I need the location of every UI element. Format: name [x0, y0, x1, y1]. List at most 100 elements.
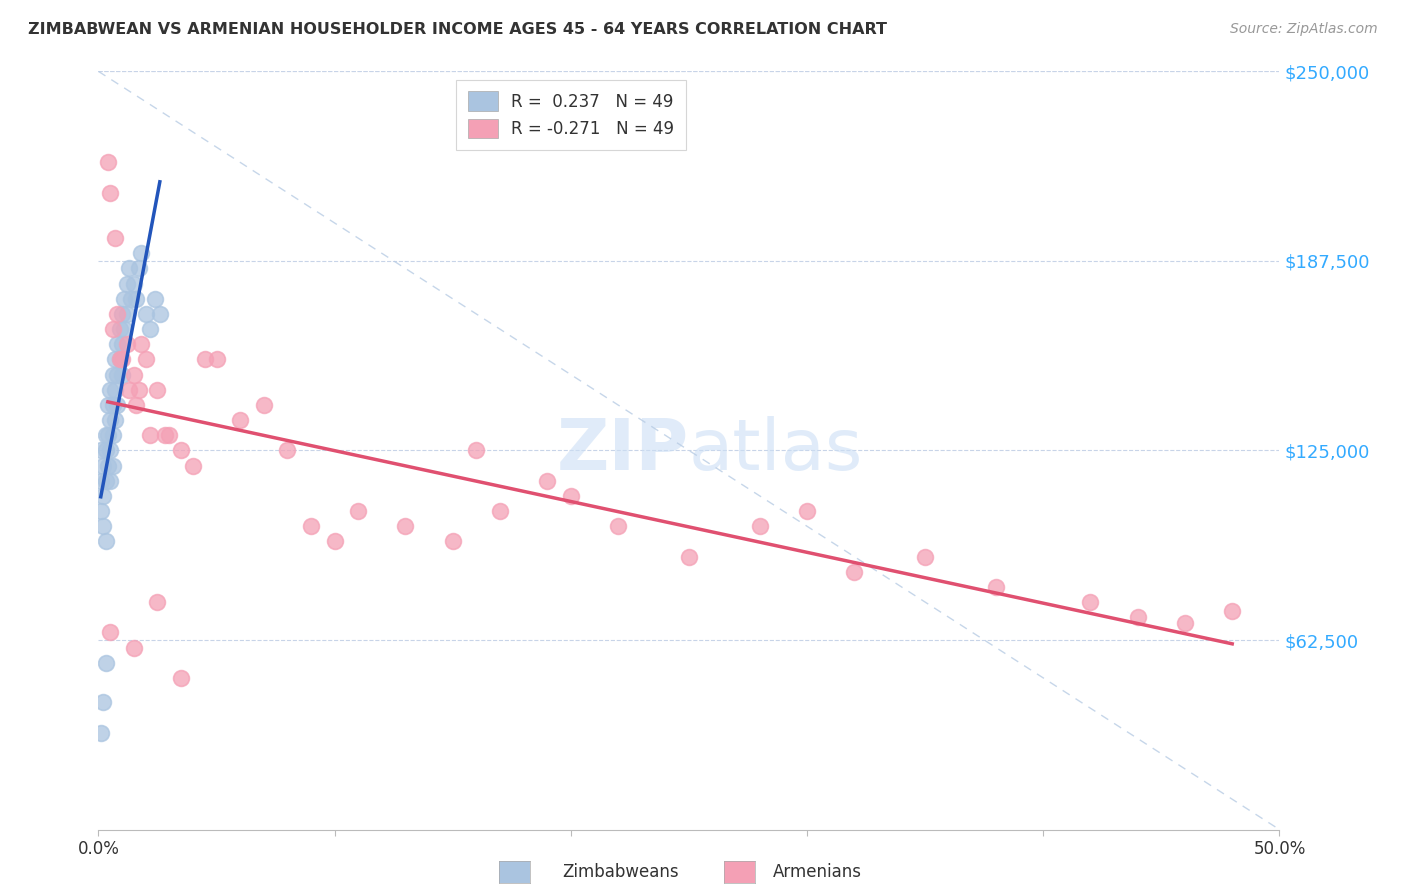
Point	[101, 322, 124, 336]
Point	[91, 519, 114, 533]
Point	[135, 352, 157, 367]
Point	[94, 534, 117, 549]
Point	[536, 474, 558, 488]
Point	[94, 474, 117, 488]
Point	[98, 383, 121, 397]
Point	[104, 231, 127, 245]
Point	[394, 519, 416, 533]
Point	[205, 352, 228, 367]
Point	[108, 352, 131, 367]
Point	[1126, 610, 1149, 624]
Point	[844, 565, 866, 579]
Text: Armenians: Armenians	[773, 863, 862, 881]
Point	[104, 352, 127, 367]
Point	[94, 428, 117, 442]
Point	[170, 671, 193, 685]
Point	[914, 549, 936, 564]
Point	[229, 413, 252, 427]
Point	[104, 413, 127, 427]
Point	[98, 443, 121, 458]
Point	[125, 398, 148, 412]
Point	[129, 246, 152, 260]
Point	[1174, 616, 1197, 631]
Point	[128, 383, 150, 397]
Point	[170, 443, 193, 458]
Point	[94, 443, 117, 458]
Point	[489, 504, 512, 518]
Point	[122, 277, 145, 291]
Point	[121, 292, 143, 306]
Point	[115, 277, 138, 291]
Point	[98, 625, 121, 640]
Point	[105, 398, 128, 412]
Point	[122, 640, 145, 655]
Point	[560, 489, 582, 503]
Point	[129, 337, 152, 351]
Point	[149, 307, 172, 321]
Point	[146, 383, 169, 397]
Text: Zimbabweans: Zimbabweans	[562, 863, 679, 881]
Point	[323, 534, 346, 549]
Point	[441, 534, 464, 549]
Point	[139, 322, 162, 336]
Point	[98, 474, 121, 488]
Point	[111, 337, 134, 351]
Point	[101, 458, 124, 473]
Point	[97, 155, 120, 169]
Point	[101, 368, 124, 382]
Point	[90, 504, 112, 518]
Point	[465, 443, 488, 458]
Point	[1220, 604, 1243, 618]
Point	[91, 695, 114, 709]
Point	[112, 292, 135, 306]
Point	[105, 337, 128, 351]
Point	[135, 307, 157, 321]
Point	[90, 443, 112, 458]
Text: ZIMBABWEAN VS ARMENIAN HOUSEHOLDER INCOME AGES 45 - 64 YEARS CORRELATION CHART: ZIMBABWEAN VS ARMENIAN HOUSEHOLDER INCOM…	[28, 22, 887, 37]
Point	[143, 292, 166, 306]
Point	[105, 368, 128, 382]
Point	[97, 398, 120, 412]
Point	[101, 428, 124, 442]
Point	[90, 725, 112, 739]
Point	[118, 383, 141, 397]
Point	[111, 368, 134, 382]
Point	[157, 428, 180, 442]
Point	[91, 489, 114, 503]
Point	[194, 352, 217, 367]
Point	[678, 549, 700, 564]
Point	[105, 307, 128, 321]
Point	[112, 322, 135, 336]
Point	[984, 580, 1007, 594]
Point	[111, 352, 134, 367]
Point	[1080, 595, 1102, 609]
Point	[98, 186, 121, 200]
Point	[94, 656, 117, 670]
Point	[118, 261, 141, 276]
Point	[125, 292, 148, 306]
Point	[347, 504, 370, 518]
Text: atlas: atlas	[689, 416, 863, 485]
Legend: R =  0.237   N = 49, R = -0.271   N = 49: R = 0.237 N = 49, R = -0.271 N = 49	[456, 79, 686, 150]
Point	[101, 398, 124, 412]
Point	[97, 428, 120, 442]
Text: ZIP: ZIP	[557, 416, 689, 485]
Point	[128, 261, 150, 276]
Point	[104, 383, 127, 397]
Point	[796, 504, 818, 518]
Point	[97, 458, 120, 473]
Point	[276, 443, 298, 458]
Point	[122, 368, 145, 382]
Point	[115, 307, 138, 321]
Text: Source: ZipAtlas.com: Source: ZipAtlas.com	[1230, 22, 1378, 37]
Point	[98, 413, 121, 427]
Point	[115, 337, 138, 351]
Point	[111, 307, 134, 321]
Point	[139, 428, 162, 442]
Point	[181, 458, 204, 473]
Point	[146, 595, 169, 609]
Point	[108, 322, 131, 336]
Point	[153, 428, 176, 442]
Point	[748, 519, 770, 533]
Point	[108, 352, 131, 367]
